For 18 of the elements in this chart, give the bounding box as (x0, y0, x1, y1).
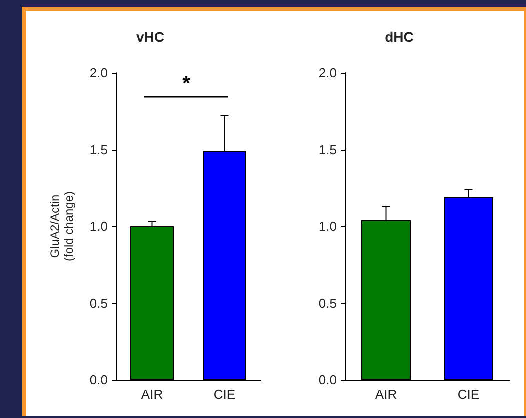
y-tick-label: 0.5 (318, 296, 337, 311)
y-tick-label: 1.0 (318, 219, 337, 234)
y-axis-title: GluA2/Actin (fold change) (48, 191, 76, 262)
y-tick-label: 2.0 (318, 66, 337, 80)
x-tick-label: AIR (375, 387, 398, 402)
y-tick-label: 1.5 (90, 142, 108, 158)
x-tick-label: CIE (214, 387, 236, 402)
chart-title: dHC (385, 29, 414, 45)
y-tick-label: 0.5 (90, 296, 108, 311)
y-tick-label: 1.0 (90, 219, 108, 234)
y-tick-label: 2.0 (90, 66, 108, 80)
x-tick-label: AIR (141, 387, 164, 402)
y-tick-label: 0.0 (318, 372, 337, 388)
y-tick-label: 1.5 (318, 142, 337, 158)
x-tick-label: CIE (458, 387, 480, 402)
y-tick-label: 0.0 (90, 372, 108, 388)
annotation: * (182, 73, 192, 96)
chart-title: vHC (136, 29, 165, 45)
